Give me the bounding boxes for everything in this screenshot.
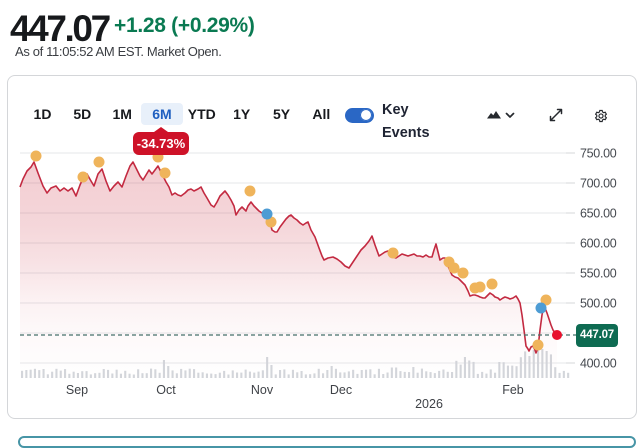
svg-text:Oct: Oct [156,383,176,397]
svg-text:650.00: 650.00 [580,207,617,221]
svg-text:750.00: 750.00 [580,147,617,161]
svg-text:Sep: Sep [66,383,88,397]
svg-text:500.00: 500.00 [580,297,617,311]
svg-text:Dec: Dec [330,383,352,397]
svg-text:2026: 2026 [415,397,443,411]
svg-text:Feb: Feb [502,383,524,397]
svg-text:550.00: 550.00 [580,267,617,281]
svg-text:700.00: 700.00 [580,177,617,191]
svg-text:Nov: Nov [251,383,274,397]
svg-text:400.00: 400.00 [580,357,617,371]
svg-text:600.00: 600.00 [580,237,617,251]
